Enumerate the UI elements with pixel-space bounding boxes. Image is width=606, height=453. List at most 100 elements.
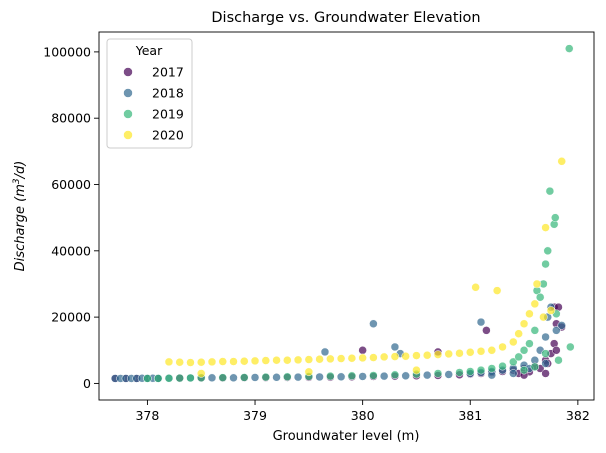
point-2017-41 (541, 369, 550, 378)
point-2020-40 (539, 312, 548, 322)
point-2020-23 (412, 351, 421, 360)
point-2019-37 (565, 44, 574, 53)
point-2018-37 (541, 332, 550, 342)
point-2018-17 (320, 347, 330, 357)
point-2020-38 (530, 299, 540, 309)
x-tick-label-380: 380 (351, 408, 375, 423)
point-2019-4 (186, 373, 195, 383)
point-2018-22 (390, 342, 400, 352)
point-2018-20 (369, 319, 378, 328)
point-2020-42 (546, 306, 556, 315)
point-2019-32 (545, 186, 555, 196)
point-2020-37 (525, 309, 534, 319)
y-tick-label-20000: 20000 (51, 310, 91, 325)
legend-label-2020: 2020 (152, 128, 184, 143)
point-2018-15 (293, 372, 303, 382)
y-axis: 0 20000 40000 60000 80000 100000 (43, 44, 99, 391)
point-2020-44 (412, 365, 421, 375)
point-2020-6 (229, 357, 238, 366)
point-2018-24 (401, 371, 410, 381)
point-2020-18 (358, 353, 367, 363)
point-2018-14 (272, 373, 281, 382)
point-2020-43 (557, 157, 566, 166)
point-2019-18 (466, 367, 475, 376)
point-2018-13 (250, 373, 260, 382)
point-2019-6 (218, 373, 227, 382)
y-tick-label-80000: 80000 (51, 111, 91, 126)
point-2020-8 (250, 356, 260, 366)
legend-marker-2017 (123, 67, 133, 77)
point-2019-1 (153, 374, 163, 383)
point-2019-41 (541, 349, 550, 358)
y-tick-label-100000: 100000 (43, 44, 91, 59)
y-tick-label-0: 0 (83, 376, 91, 391)
point-2019-16 (433, 369, 443, 378)
point-2018-16 (315, 372, 324, 382)
legend-label-2018: 2018 (152, 86, 184, 101)
point-2019-38 (566, 342, 575, 352)
point-2019-26 (530, 326, 540, 335)
point-2020-32 (492, 286, 502, 295)
point-2018-25 (422, 370, 432, 380)
point-2020-14 (315, 354, 324, 364)
point-2020-31 (487, 346, 497, 355)
legend-box (106, 38, 193, 149)
point-2018-38 (541, 359, 550, 368)
x-tick-label-382: 382 (566, 408, 590, 423)
x-axis-label: Groundwater level (m) (273, 429, 420, 444)
point-2020-30 (476, 347, 486, 356)
point-2019-12 (347, 371, 357, 381)
point-2018-18 (336, 372, 346, 382)
point-2020-41 (541, 223, 550, 232)
y-axis-label: Discharge (m3/d) (12, 161, 28, 272)
point-2020-28 (466, 348, 475, 357)
point-2019-11 (326, 371, 335, 381)
point-2017-39 (552, 346, 561, 355)
point-2019-34 (551, 213, 560, 222)
legend-label-2017: 2017 (152, 65, 184, 80)
point-2020-45 (304, 367, 314, 377)
point-2019-36 (554, 355, 563, 365)
point-2017-14 (358, 346, 367, 355)
point-2019-28 (535, 292, 545, 302)
point-2019-22 (509, 357, 518, 367)
point-2020-17 (347, 353, 357, 363)
point-2020-21 (390, 352, 400, 361)
point-2018-11 (207, 373, 217, 383)
point-2020-22 (401, 351, 410, 361)
point-2019-24 (519, 346, 529, 355)
point-2020-4 (207, 357, 217, 367)
point-2020-2 (186, 358, 195, 367)
points-layer (110, 44, 575, 383)
point-2020-12 (293, 355, 303, 365)
point-2020-7 (240, 356, 249, 366)
x-axis: 378 379 380 381 382 (135, 400, 590, 423)
point-2018-21 (379, 371, 389, 381)
point-2019-8 (261, 372, 271, 382)
point-2019-9 (283, 372, 292, 382)
point-2018-19 (358, 372, 367, 381)
legend-marker-2018 (123, 88, 133, 98)
point-2020-9 (261, 356, 271, 365)
point-2019-19 (476, 365, 486, 375)
x-tick-label-378: 378 (135, 408, 159, 423)
point-2020-46 (196, 369, 206, 378)
point-2018-29 (476, 317, 486, 327)
point-2020-20 (379, 352, 389, 362)
point-2019-2 (164, 374, 174, 383)
point-2020-19 (369, 353, 378, 362)
point-2020-35 (514, 329, 523, 338)
point-2019-0 (143, 374, 152, 383)
point-2020-24 (422, 350, 432, 360)
y-axis-label-main: Discharge (m (13, 184, 28, 271)
legend-label-2019: 2019 (152, 107, 184, 122)
point-2019-21 (498, 361, 507, 371)
y-axis-label-tail: /d) (13, 161, 28, 180)
point-2020-26 (444, 349, 453, 359)
point-2018-42 (557, 321, 566, 330)
point-2019-31 (543, 246, 552, 256)
plot-frame (98, 31, 595, 401)
point-2017-23 (482, 326, 491, 335)
point-2019-20 (487, 364, 497, 373)
